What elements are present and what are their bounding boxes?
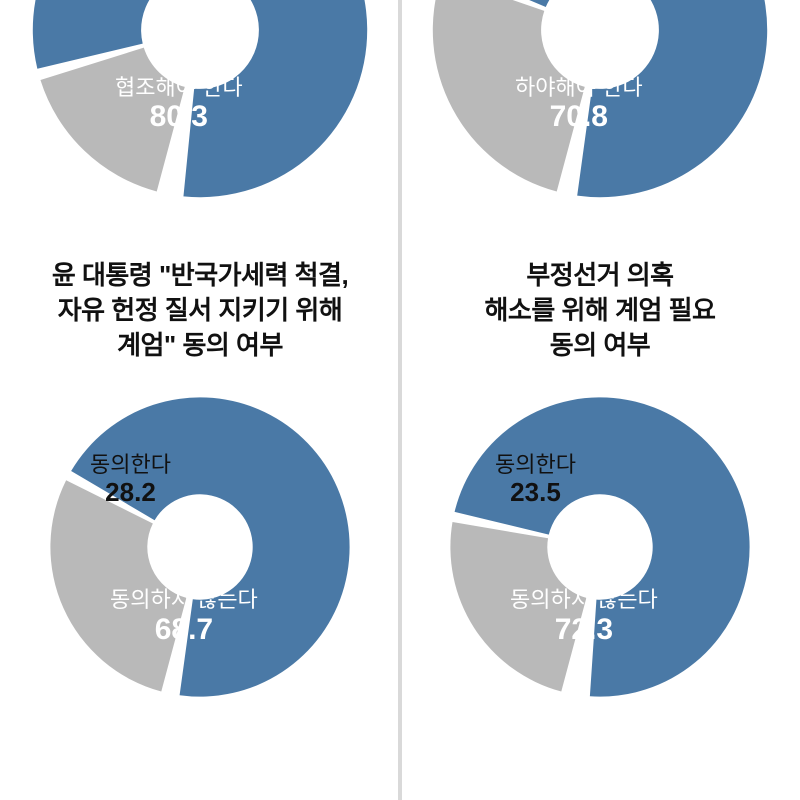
donut-top-left: 협조해야 한다 80.3 [10, 0, 390, 220]
chart-grid: 협조해야 한다 80.3 26.1 하야해야 한다 70.8 윤 대통령 "반국… [0, 0, 800, 800]
primary-label: 하야해야 한다 [515, 75, 643, 100]
chart-cell-bottom-left: 윤 대통령 "반국가세력 척결, 자유 헌정 질서 지키기 위해 계엄" 동의 … [0, 240, 400, 800]
chart-cell-bottom-right: 부정선거 의혹 해소를 위해 계엄 필요 동의 여부 동의한다 23.5 동의하… [400, 240, 800, 800]
primary-value: 72.3 [510, 613, 658, 648]
donut-top-right: 26.1 하야해야 한다 70.8 [410, 0, 790, 220]
secondary-value: 28.2 [90, 478, 171, 508]
secondary-label: 동의한다 [90, 452, 171, 477]
primary-label-group: 동의하지 않는다 72.3 [510, 587, 658, 647]
secondary-label-group: 동의한다 23.5 [495, 452, 576, 507]
donut-bottom-left: 동의한다 28.2 동의하지 않는다 68.7 [30, 377, 370, 717]
primary-label: 동의하지 않는다 [110, 587, 258, 612]
secondary-label: 동의한다 [495, 452, 576, 477]
donut-bottom-right: 동의한다 23.5 동의하지 않는다 72.3 [430, 377, 770, 717]
primary-value: 80.3 [115, 100, 243, 135]
chart-cell-top-left: 협조해야 한다 80.3 [0, 0, 400, 240]
donut-svg [430, 377, 770, 717]
secondary-value: 23.5 [495, 478, 576, 508]
chart-cell-top-right: 26.1 하야해야 한다 70.8 [400, 0, 800, 240]
primary-label: 동의하지 않는다 [510, 587, 658, 612]
secondary-label-group: 동의한다 28.2 [90, 452, 171, 507]
primary-value: 70.8 [515, 100, 643, 135]
primary-label-group: 동의하지 않는다 68.7 [110, 587, 258, 647]
primary-label: 협조해야 한다 [115, 75, 243, 100]
donut-svg [30, 377, 370, 717]
chart-title: 부정선거 의혹 해소를 위해 계엄 필요 동의 여부 [485, 258, 716, 363]
primary-label-group: 하야해야 한다 70.8 [515, 75, 643, 135]
primary-value: 68.7 [110, 613, 258, 648]
primary-label-group: 협조해야 한다 80.3 [115, 75, 243, 135]
chart-title: 윤 대통령 "반국가세력 척결, 자유 헌정 질서 지키기 위해 계엄" 동의 … [52, 258, 348, 363]
